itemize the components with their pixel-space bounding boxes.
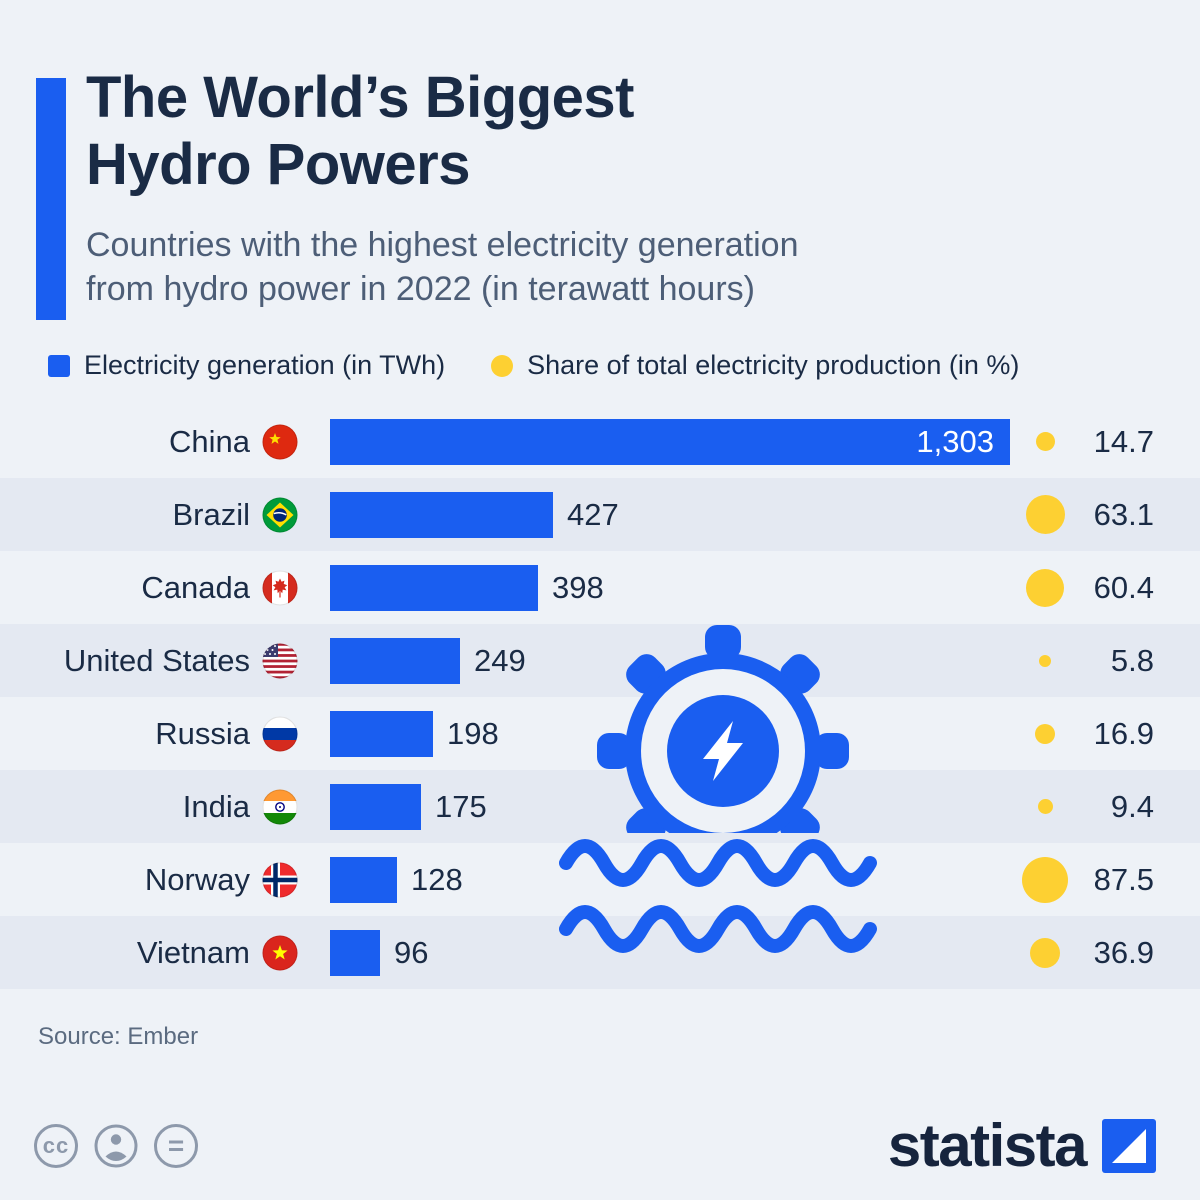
share-dot (1035, 432, 1055, 452)
generation-value-label: 175 (435, 788, 487, 824)
generation-value-label: 96 (394, 934, 429, 970)
country-label: China (169, 423, 250, 459)
dot-zone (1010, 723, 1080, 744)
share-value-label: 9.4 (1110, 788, 1154, 824)
bar-zone: 198 (330, 710, 1010, 757)
country-label: Russia (155, 715, 250, 751)
share-dot (1037, 799, 1053, 815)
subtitle-line-2: from hydro power in 2022 (in terawatt ho… (86, 270, 755, 309)
generation-bar (330, 491, 553, 538)
share-value-label: 5.8 (1110, 642, 1154, 678)
footer: cc = statista (0, 1111, 1200, 1180)
dot-zone (1010, 799, 1080, 815)
generation-value-label: 128 (411, 861, 463, 897)
title-accent-bar (36, 78, 66, 320)
country-label: Vietnam (136, 934, 250, 970)
generation-bar (330, 856, 397, 903)
generation-value-label: 398 (552, 569, 604, 605)
generation-bar (330, 637, 460, 684)
bar-zone: 427 (330, 491, 1010, 538)
country-label: India (182, 788, 250, 824)
chart-subtitle: Countries with the highest electricity g… (86, 223, 1200, 313)
share-dot (1025, 495, 1065, 535)
generation-bar (330, 710, 433, 757)
bar-series-label: Electricity generation (in TWh) (84, 350, 446, 381)
chart-row: China 1,303 14.7 (0, 405, 1200, 478)
country-flag-icon (262, 424, 298, 460)
attribution-person-icon (94, 1124, 138, 1168)
title-line-1: The World’s Biggest (86, 65, 635, 130)
country-label: Norway (144, 861, 250, 897)
share-value-label: 60.4 (1093, 569, 1154, 605)
country-flag-icon (262, 497, 298, 533)
country-flag-icon (262, 935, 298, 971)
chart-row: Vietnam 96 36.9 (0, 916, 1200, 990)
title-line-2: Hydro Powers (86, 132, 471, 198)
dot-zone (1010, 432, 1080, 452)
generation-bar (330, 783, 421, 830)
generation-value-label: 427 (567, 496, 619, 532)
generation-bar: 1,303 (330, 418, 1010, 465)
country-label: United States (63, 642, 250, 678)
share-value-label: 16.9 (1093, 715, 1154, 751)
statista-logo: statista (888, 1111, 1156, 1180)
share-value-label: 87.5 (1093, 861, 1154, 897)
bar-zone: 175 (330, 783, 1010, 830)
country-flag-icon (262, 643, 298, 679)
chart-row: Brazil 427 63.1 (0, 478, 1200, 552)
statista-wordmark: statista (887, 1112, 1088, 1179)
dot-zone (1010, 495, 1080, 535)
statista-logo-mark-icon (1102, 1118, 1156, 1173)
share-value-label: 63.1 (1093, 496, 1154, 532)
country-label: Canada (141, 569, 250, 605)
bar-zone: 249 (330, 637, 1010, 684)
generation-value-label: 1,303 (916, 423, 994, 459)
dot-series-label: Share of total electricity production (i… (527, 350, 1020, 381)
generation-bar (330, 929, 380, 976)
dot-zone (1010, 937, 1080, 968)
dot-zone (1010, 654, 1080, 667)
share-dot (1030, 937, 1060, 968)
chart-legend: Electricity generation (in TWh) Share of… (48, 350, 1200, 381)
dot-zone (1010, 856, 1080, 903)
country-flag-icon (262, 789, 298, 825)
creative-commons-icon: cc (34, 1123, 78, 1168)
country-label: Brazil (172, 496, 250, 532)
generation-value-label: 249 (474, 642, 526, 678)
license-badges: cc = (34, 1123, 198, 1168)
dot-zone (1010, 568, 1080, 607)
bar-zone: 1,303 (330, 418, 1010, 465)
bar-series-swatch-icon (48, 354, 70, 377)
country-flag-icon (262, 862, 298, 898)
chart-rows: China 1,303 14.7 Brazil 427 63.1 Canada (0, 405, 1200, 990)
generation-bar (330, 564, 538, 611)
chart-row: India 175 9.4 (0, 770, 1200, 844)
page-title: The World’s Biggest Hydro Powers (86, 0, 1200, 199)
share-value-label: 36.9 (1093, 934, 1154, 970)
bar-zone: 128 (330, 856, 1010, 903)
bar-zone: 398 (330, 564, 1010, 611)
dot-series-swatch-icon (491, 354, 514, 377)
subtitle-line-1: Countries with the highest electricity g… (86, 225, 799, 264)
share-dot (1035, 723, 1055, 744)
country-flag-icon (262, 570, 298, 606)
chart-row: Canada 398 60.4 (0, 551, 1200, 624)
chart-row: United States 249 5.8 (0, 624, 1200, 698)
bar-zone: 96 (330, 929, 1010, 976)
share-value-label: 14.7 (1093, 423, 1154, 459)
chart-row: Russia 198 16.9 (0, 697, 1200, 770)
share-dot (1039, 654, 1051, 667)
equals-icon: = (154, 1123, 198, 1168)
generation-value-label: 198 (447, 715, 499, 751)
country-flag-icon (262, 716, 298, 752)
source-note: Source: Ember (38, 1023, 199, 1051)
chart-row: Norway 128 87.5 (0, 843, 1200, 916)
share-dot (1022, 856, 1068, 903)
share-dot (1026, 568, 1064, 607)
